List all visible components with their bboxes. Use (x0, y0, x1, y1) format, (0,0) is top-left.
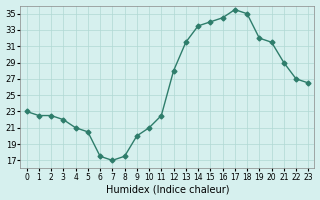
X-axis label: Humidex (Indice chaleur): Humidex (Indice chaleur) (106, 184, 229, 194)
